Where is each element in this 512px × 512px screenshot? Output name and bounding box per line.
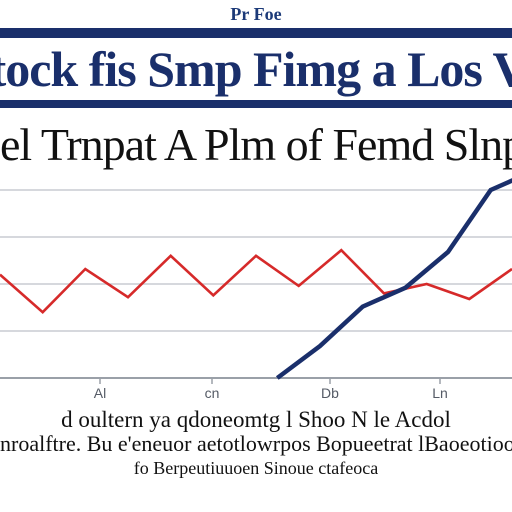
- x-tick-label-3: Ln: [432, 385, 448, 401]
- chart-caption: d oultern ya qdoneomtg l Shoo N le Acdol…: [0, 408, 512, 480]
- x-tick-label-1: cn: [205, 385, 220, 401]
- series-line-1: [275, 178, 512, 380]
- caption-line-1: d oultern ya qdoneomtg l Shoo N le Acdol: [61, 408, 451, 432]
- caption-line-2: nroalftre. Bu e'eneuor aetotlowrpos Bopu…: [0, 432, 512, 456]
- x-tick-label-2: Db: [321, 385, 339, 401]
- series-line-0: [0, 248, 512, 314]
- title-banner: ing Stock fis Smp Fimg a Los Vrting: [0, 28, 512, 108]
- title-banner-inner: ing Stock fis Smp Fimg a Los Vrting: [0, 38, 512, 100]
- x-tick-label-0: Al: [94, 385, 106, 401]
- chart-subtitle: el Trnpat A Plm of Femd Slnpias lof: [0, 120, 512, 170]
- top-caption: Pr Foe: [230, 4, 282, 24]
- banner-title: ing Stock fis Smp Fimg a Los Vrting: [0, 41, 512, 97]
- caption-line-3: fo Berpeutiuuoen Sinoue ctafeoca: [133, 458, 379, 478]
